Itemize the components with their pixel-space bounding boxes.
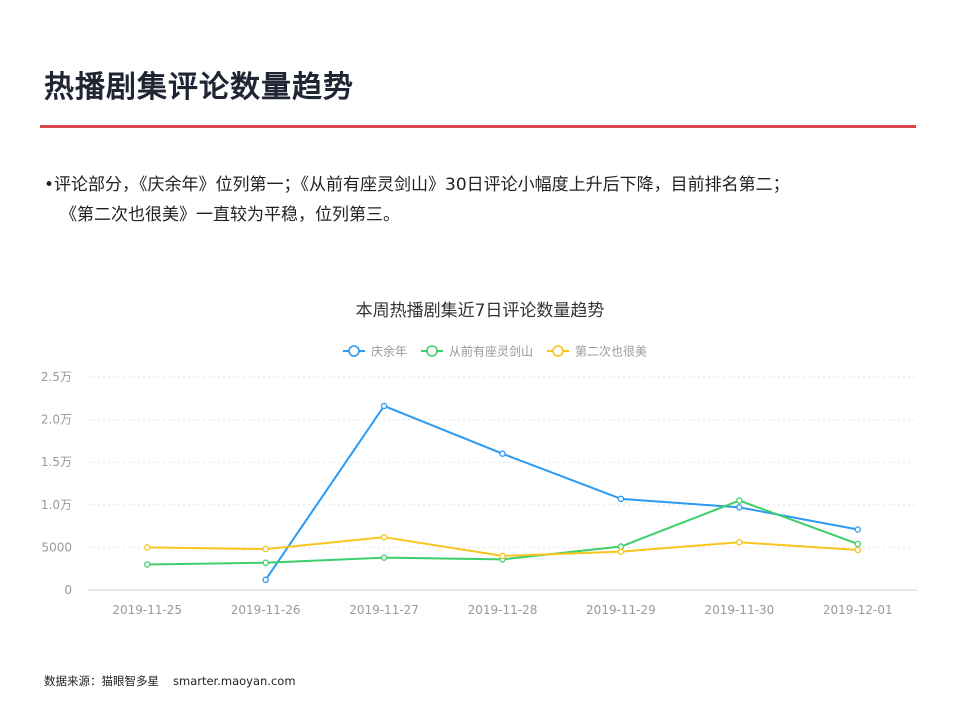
x-tick-label: 2019-11-25: [112, 603, 182, 617]
data-point: [617, 548, 625, 555]
data-point: [854, 540, 862, 548]
y-tick-label: 1.0万: [41, 498, 72, 512]
data-point: [262, 576, 269, 584]
data-point: [143, 544, 151, 551]
legend-item[interactable]: 庆余年: [343, 344, 407, 359]
title-divider: [40, 125, 916, 128]
legend-label: 庆余年: [371, 344, 407, 359]
data-point: [854, 526, 862, 533]
x-tick-label: 2019-12-01: [823, 603, 893, 617]
source-url: smarter.maoyan.com: [173, 674, 296, 688]
data-point: [380, 533, 388, 541]
legend-marker: [552, 345, 564, 357]
x-tick-label: 2019-11-27: [349, 603, 419, 617]
data-point: [736, 539, 743, 546]
data-point: [617, 495, 625, 503]
y-tick-label: 5000: [41, 540, 72, 554]
x-tick-label: 2019-11-28: [468, 603, 538, 617]
legend-item[interactable]: 第二次也很美: [547, 345, 647, 359]
summary-line-1: 评论部分，《庆余年》位列第一；《从前有座灵剑山》30日评论小幅度上升后下降，目前…: [54, 175, 790, 195]
legend-marker: [426, 345, 438, 357]
data-point: [854, 546, 862, 554]
chart-title: 本周热播剧集近7日评论数量趋势: [356, 301, 605, 321]
y-tick-label: 1.5万: [41, 455, 72, 469]
y-tick-label: 2.5万: [41, 370, 72, 384]
x-tick-label: 2019-11-29: [586, 603, 656, 617]
data-point: [262, 559, 269, 566]
page-title: 热播剧集评论数量趋势: [44, 70, 354, 105]
data-point: [143, 561, 151, 568]
bullet-marker: •: [44, 175, 55, 195]
data-point: [262, 545, 269, 553]
data-point: [380, 554, 388, 561]
y-tick-label: 0: [64, 583, 72, 597]
x-tick-label: 2019-11-26: [231, 603, 301, 617]
data-point: [499, 450, 506, 457]
legend-label: 第二次也很美: [575, 345, 647, 359]
data-point: [736, 497, 743, 504]
legend-item[interactable]: 从前有座灵剑山: [421, 344, 533, 359]
chart-container: 本周热播剧集近7日评论数量趋势庆余年 从前有座灵剑山 第二次也很美 0 5000 1.0万…: [0, 280, 960, 640]
summary-line-2: 《第二次也很美》一直较为平稳，位列第三。: [60, 205, 400, 225]
data-point: [380, 402, 388, 410]
legend-marker: [348, 345, 360, 357]
legend-label: 从前有座灵剑山: [449, 344, 533, 359]
data-point: [499, 552, 506, 560]
data-source: 数据来源：猫眼智多星 smarter.maoyan.com: [44, 673, 296, 689]
source-label: 数据来源：猫眼智多星: [44, 674, 159, 688]
summary-text: •评论部分，《庆余年》位列第一；《从前有座灵剑山》30日评论小幅度上升后下降，目…: [44, 170, 904, 230]
series-line: [264, 404, 858, 581]
x-tick-label: 2019-11-30: [704, 603, 774, 617]
data-point: [617, 543, 625, 550]
data-point: [736, 504, 743, 511]
y-tick-label: 2.0万: [41, 413, 72, 427]
